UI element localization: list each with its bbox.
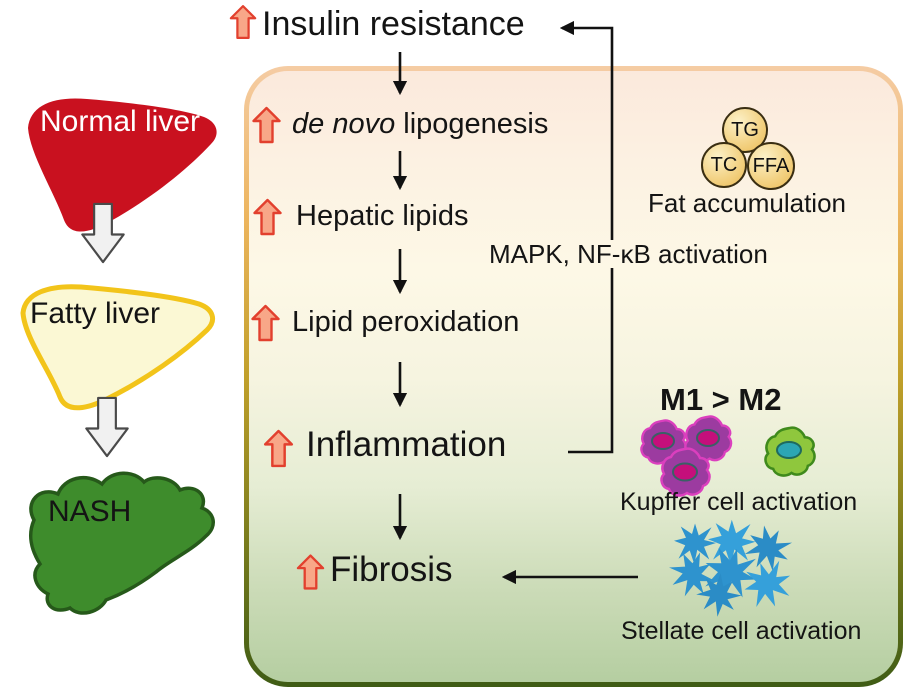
kupffer-caption: Kupffer cell activation bbox=[620, 488, 858, 516]
m1-greater-m2-label: M1 > M2 bbox=[660, 382, 782, 417]
feedback-arrow-icon bbox=[559, 20, 614, 240]
increase-arrow-icon bbox=[296, 554, 325, 590]
tg-label: TG bbox=[731, 118, 759, 141]
stellate-cells-icon bbox=[669, 519, 793, 617]
hepatic-lipids-label: Hepatic lipids bbox=[296, 200, 469, 232]
increase-arrow-icon bbox=[263, 429, 294, 468]
mapk-nfkb-label: MAPK, NF-κB activation bbox=[489, 239, 768, 269]
nash-liver-shape bbox=[28, 471, 215, 615]
increase-arrow-icon bbox=[253, 198, 282, 236]
progression-arrow-icon bbox=[81, 202, 125, 264]
de-novo-lipogenesis-label: de novo lipogenesis bbox=[292, 109, 548, 139]
normal-liver-shape bbox=[28, 98, 217, 232]
normal-liver-label: Normal liver bbox=[40, 105, 201, 138]
tc-label: TC bbox=[710, 153, 738, 176]
de-novo-italic-text: de novo bbox=[292, 108, 396, 140]
fatty-liver-shape bbox=[20, 284, 216, 411]
increase-arrow-icon bbox=[229, 5, 257, 39]
increase-arrow-icon bbox=[252, 106, 281, 144]
fatty-liver-label: Fatty liver bbox=[30, 297, 161, 330]
progression-arrow-icon bbox=[85, 396, 129, 458]
inflammation-label: Inflammation bbox=[306, 425, 507, 464]
fibrosis-label: Fibrosis bbox=[330, 550, 453, 589]
fat-accumulation-caption: Fat accumulation bbox=[648, 188, 846, 218]
insulin-resistance-label: Insulin resistance bbox=[262, 5, 525, 43]
tc-droplet: TC bbox=[701, 142, 747, 188]
tg-droplet: TG bbox=[722, 107, 768, 153]
stellate-caption: Stellate cell activation bbox=[621, 617, 862, 645]
increase-arrow-icon bbox=[251, 304, 280, 342]
feedback-line-lower bbox=[568, 268, 614, 454]
lipogenesis-text: lipogenesis bbox=[395, 108, 549, 140]
ffa-label: FFA bbox=[752, 154, 790, 177]
m2-macrophage-icon bbox=[764, 426, 816, 477]
ffa-droplet: FFA bbox=[747, 142, 795, 190]
lipid-peroxidation-label: Lipid peroxidation bbox=[292, 306, 520, 338]
nash-label: NASH bbox=[48, 495, 132, 528]
m1-macrophages-icon bbox=[640, 415, 733, 497]
